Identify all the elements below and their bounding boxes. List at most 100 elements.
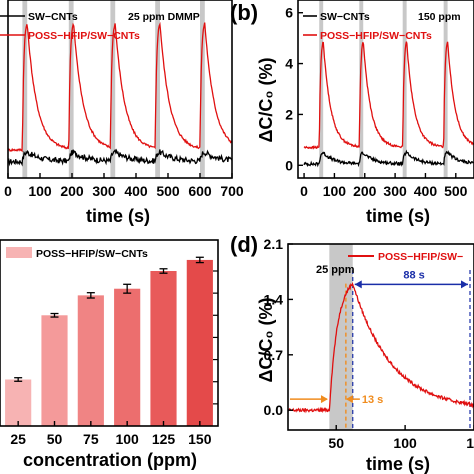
x-tick-label-a-3: 300 <box>92 183 116 199</box>
series-line-a-0 <box>7 148 233 167</box>
panel-d-frame <box>287 243 474 431</box>
recovery-time-label: 88 s <box>403 269 424 281</box>
exposure-band-b-2 <box>402 0 407 178</box>
panel-d-lines <box>287 281 474 414</box>
panel-d-label: (d) <box>230 232 258 257</box>
legend-swcnts-label-b: SW−CNTs <box>320 11 370 23</box>
x-tick-label-a-6: 600 <box>188 183 212 199</box>
series-line-b-0 <box>303 149 474 168</box>
x-tick-label-d-2: 15 <box>466 435 474 451</box>
x-tick-label-d-0: 50 <box>328 435 344 451</box>
bar-25 <box>5 379 32 426</box>
panel-b-xticks: 0 100 200 300 400 500 <box>300 173 468 199</box>
panel-b: (b) ΔC/C₀ (%) 0 2 4 6 0 100 200 300 400 500 SW−C… <box>230 0 474 226</box>
legend-poss-label-a: POSS−HFIP/SW−CNTs <box>28 30 140 42</box>
x-tick-label-c-50: 50 <box>47 431 63 447</box>
x-tick-label-b-0: 0 <box>300 183 308 199</box>
x-tick-label-b-5: 500 <box>444 183 468 199</box>
panel-b-frame <box>297 0 474 179</box>
panel-b-yticks: 0 2 4 6 <box>285 5 303 173</box>
legend-swcnts-label-a: SW−CNTs <box>28 11 78 23</box>
panel-d-yticks: 0.0 0.7 1.4 2.1 <box>264 236 293 418</box>
panel-c-bars <box>5 256 213 426</box>
exposure-band-b-1 <box>359 0 364 178</box>
x-tick-label-c-25: 25 <box>10 431 26 447</box>
y-tick-label-b-0: 0 <box>285 157 293 173</box>
exposure-band-b-3 <box>443 0 448 178</box>
panel-a-xticks: 0 100 200 300 400 500 600 700 <box>4 173 244 199</box>
panel-d-annotation: 25 ppm <box>316 264 355 276</box>
panel-b-shades <box>319 0 448 178</box>
x-tick-label-b-3: 300 <box>383 183 407 199</box>
panel-d-ylabel: ΔC/C₀ (%) <box>256 297 276 382</box>
panel-b-legend: SW−CNTs POSS−HFIP/SW−CNTs 150 ppm <box>303 11 461 42</box>
exposure-band-a-4 <box>200 0 205 178</box>
panel-d-xlabel: time (s) <box>366 454 430 474</box>
panel-d-xticks: 50 100 15 <box>328 425 474 451</box>
x-tick-label-b-1: 100 <box>323 183 347 199</box>
panel-d: (d) ΔC/C₀ (%) 0.0 0.7 1.4 2.1 50 100 15 POSS−… <box>230 232 474 474</box>
x-tick-label-c-125: 125 <box>152 431 176 447</box>
y-tick-label-d-1: 0.7 <box>264 347 284 363</box>
exposure-band-a-0 <box>22 0 28 178</box>
x-tick-label-a-4: 400 <box>124 183 148 199</box>
panel-b-xlabel: time (s) <box>366 206 430 226</box>
exposure-band-b-0 <box>319 0 324 178</box>
y-tick-label-d-2: 1.4 <box>264 291 284 307</box>
exposure-band-d-0 <box>329 244 353 430</box>
panel-c-xticks: 25 50 75 100 125 150 <box>10 270 218 447</box>
exposure-band-a-3 <box>155 0 160 178</box>
bar-125 <box>150 271 177 426</box>
panel-a-frame <box>7 0 233 179</box>
panel-a-lines <box>7 21 233 167</box>
panel-b-label: (b) <box>230 0 258 25</box>
panel-a-annotation: 25 ppm DMMP <box>128 11 200 23</box>
legend-poss-label-b: POSS−HFIP/SW−CNTs <box>320 30 432 42</box>
x-tick-label-a-7: 700 <box>220 183 244 199</box>
y-tick-label-b-1: 2 <box>285 106 293 122</box>
x-tick-label-c-100: 100 <box>115 431 139 447</box>
legend-poss-label-d: POSS−HFIP/SW− <box>378 251 463 263</box>
response-arrowhead-right <box>345 395 353 404</box>
x-tick-label-a-1: 100 <box>28 183 52 199</box>
series-line-b-1 <box>303 41 474 150</box>
bar-100 <box>114 288 141 426</box>
panel-c: 25 50 75 100 125 150 POSS−HFIP/SW−CNTs concen… <box>0 239 219 470</box>
y-tick-label-d-0: 0.0 <box>264 402 284 418</box>
bar-75 <box>77 295 104 426</box>
series-line-d-0 <box>287 281 474 414</box>
series-line-a-1 <box>7 21 233 153</box>
x-tick-label-d-1: 100 <box>393 435 417 451</box>
x-tick-label-a-2: 200 <box>60 183 84 199</box>
recovery-arrowhead-right <box>461 280 468 289</box>
x-tick-label-b-2: 200 <box>353 183 377 199</box>
y-tick-label-b-3: 6 <box>285 5 293 21</box>
y-tick-label-b-2: 4 <box>285 56 293 72</box>
response-time-label: 13 s <box>362 394 383 406</box>
panel-a-shades <box>22 0 205 178</box>
recovery-arrowhead-left <box>354 280 362 289</box>
panel-b-lines <box>303 41 474 168</box>
panel-a: 0 100 200 300 400 500 600 700 SW−CNTs POSS−HFIP… <box>0 0 244 226</box>
y-tick-label-d-3: 2.1 <box>264 236 284 252</box>
x-tick-label-c-75: 75 <box>83 431 99 447</box>
x-tick-label-c-150: 150 <box>188 431 212 447</box>
panel-d-markers <box>290 270 471 430</box>
legend-label-c: POSS−HFIP/SW−CNTs <box>36 248 148 260</box>
panel-a-legend: SW−CNTs POSS−HFIP/SW−CNTs 25 ppm DMMP <box>0 11 200 42</box>
exposure-band-a-1 <box>68 0 74 178</box>
bar-50 <box>41 315 68 426</box>
x-tick-label-b-4: 400 <box>414 183 438 199</box>
exposure-band-a-2 <box>110 0 116 178</box>
legend-swatch-c <box>6 247 32 258</box>
response-arrowhead-left <box>320 395 328 404</box>
panel-d-shades <box>329 244 353 430</box>
panel-c-frame <box>0 239 219 427</box>
panel-c-xlabel: concentration (ppm) <box>23 450 197 470</box>
x-tick-label-a-5: 500 <box>156 183 180 199</box>
panel-b-ylabel: ΔC/C₀ (%) <box>256 57 276 142</box>
panel-b-annotation: 150 ppm <box>418 11 461 23</box>
x-tick-label-a-0: 0 <box>4 183 12 199</box>
panel-a-xlabel: time (s) <box>86 206 150 226</box>
